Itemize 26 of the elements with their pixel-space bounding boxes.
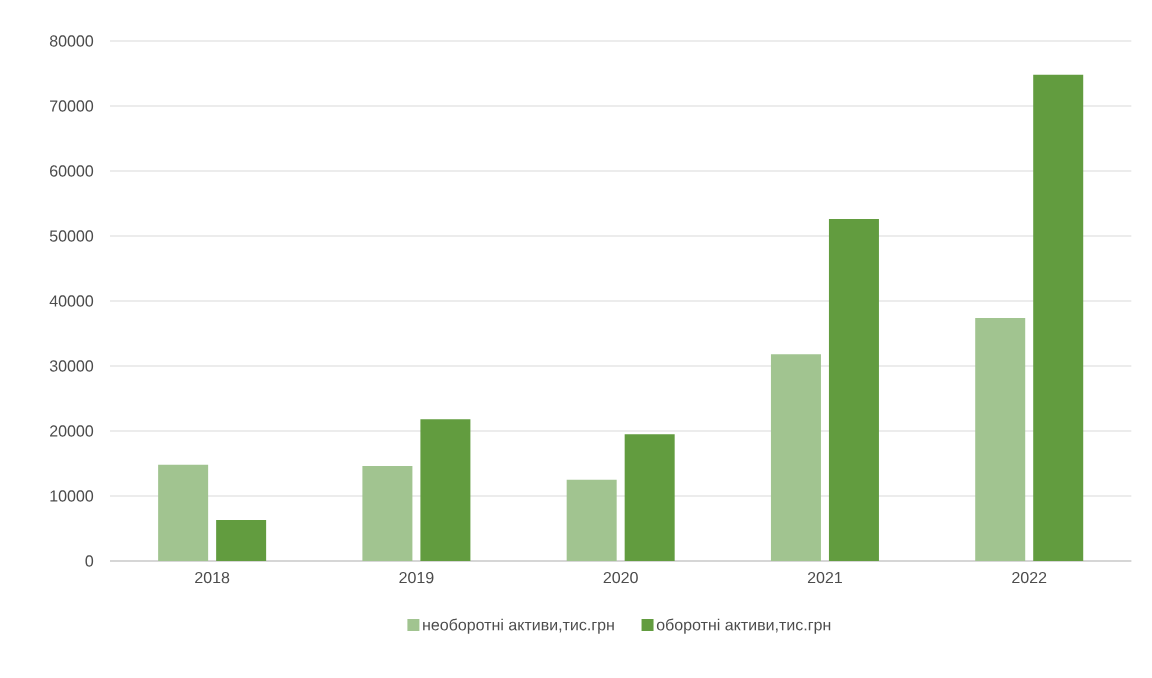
y-tick-label: 40000 — [49, 295, 94, 307]
legend-label: оборотні активи,тис.грн — [656, 618, 831, 634]
y-tick-label: 20000 — [50, 425, 94, 437]
bar — [420, 419, 471, 561]
y-tick-label: 10000 — [50, 490, 94, 502]
bar — [828, 219, 879, 561]
y-tick-label: 0 — [85, 555, 94, 567]
bar — [624, 434, 675, 561]
bar — [158, 464, 209, 561]
y-tick-label: 50000 — [49, 230, 94, 242]
bar — [216, 520, 267, 561]
y-tick-label: 30000 — [49, 360, 94, 372]
bar — [566, 479, 617, 561]
legend-label: необоротні активи,тис.грн — [423, 618, 614, 634]
x-tick-label: 2020 — [603, 571, 638, 584]
x-tick-label: 2018 — [195, 571, 230, 584]
bar — [975, 317, 1026, 561]
x-tick-label: 2021 — [807, 571, 842, 584]
bar — [1033, 74, 1084, 561]
y-tick-label: 60000 — [50, 165, 94, 177]
y-tick-label: 70000 — [50, 100, 94, 112]
bar — [362, 466, 413, 561]
bar — [770, 354, 821, 561]
x-tick-label: 2022 — [1012, 571, 1047, 584]
x-tick-label: 2019 — [399, 571, 434, 584]
y-tick-label: 80000 — [49, 35, 94, 47]
